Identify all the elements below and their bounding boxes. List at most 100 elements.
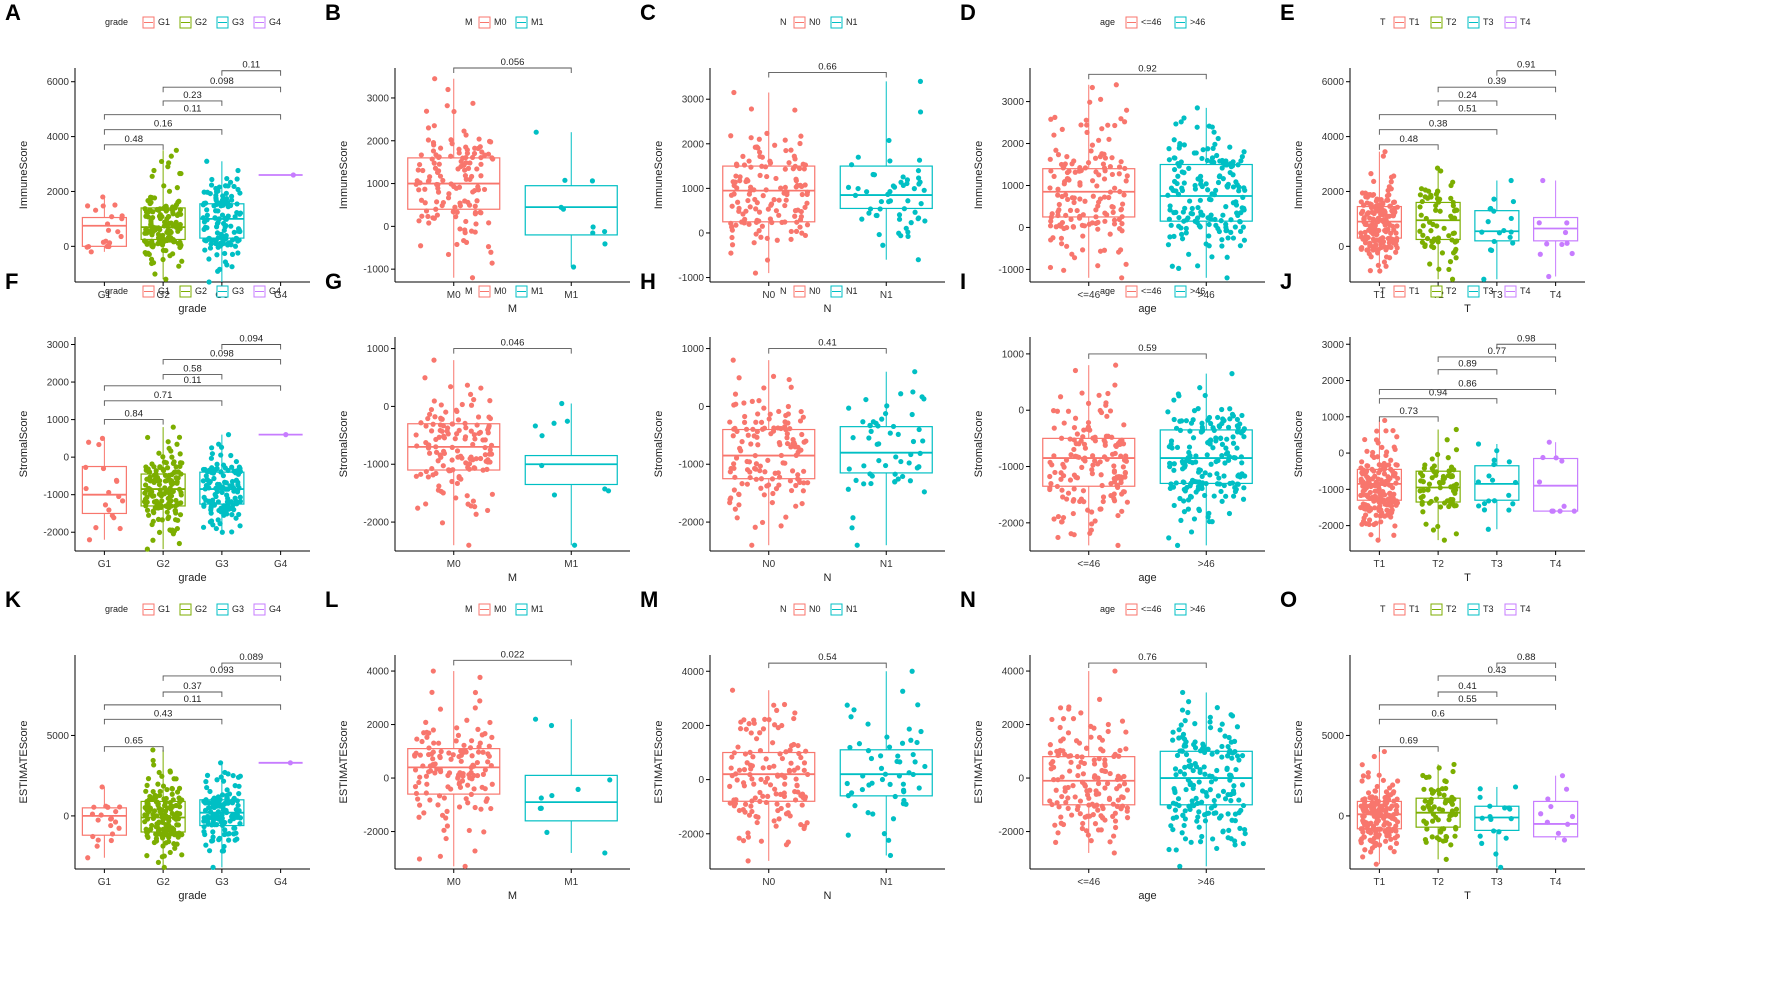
data-point bbox=[856, 741, 863, 747]
data-point bbox=[418, 152, 424, 158]
comparison-bracket: 0.094 bbox=[221, 334, 282, 350]
data-point bbox=[1121, 781, 1128, 787]
data-point bbox=[782, 137, 788, 143]
data-point bbox=[748, 441, 754, 447]
data-point bbox=[1197, 839, 1204, 845]
bracket-line bbox=[1437, 86, 1557, 93]
data-point bbox=[783, 514, 789, 520]
data-point bbox=[469, 154, 476, 161]
data-point bbox=[1239, 753, 1246, 759]
data-point bbox=[737, 726, 744, 732]
data-point bbox=[1496, 230, 1503, 236]
box-T4 bbox=[1533, 439, 1579, 514]
data-point bbox=[166, 834, 172, 840]
data-point bbox=[113, 808, 119, 815]
data-point bbox=[741, 400, 747, 406]
data-point bbox=[1224, 766, 1230, 773]
data-point bbox=[1386, 821, 1393, 827]
data-point bbox=[1101, 768, 1107, 774]
data-point bbox=[220, 848, 227, 854]
data-point bbox=[1217, 435, 1224, 441]
comparison-bracket: 0.6 bbox=[1378, 708, 1498, 725]
data-point bbox=[1382, 464, 1388, 470]
data-point bbox=[1444, 437, 1450, 443]
data-point bbox=[117, 525, 123, 532]
data-point bbox=[147, 194, 154, 200]
data-point bbox=[1368, 849, 1374, 855]
data-point bbox=[1057, 705, 1064, 711]
data-point bbox=[743, 426, 750, 432]
data-point bbox=[778, 523, 784, 529]
data-point bbox=[1166, 804, 1172, 810]
box-G1 bbox=[81, 784, 127, 861]
data-point bbox=[175, 517, 181, 523]
data-point bbox=[460, 773, 466, 779]
data-point bbox=[740, 153, 746, 159]
data-point bbox=[866, 435, 872, 441]
data-point bbox=[1235, 212, 1241, 219]
data-point bbox=[1388, 836, 1394, 842]
data-point bbox=[1451, 503, 1458, 509]
data-point bbox=[1200, 147, 1206, 153]
data-point bbox=[1095, 807, 1101, 813]
data-point bbox=[457, 200, 463, 206]
data-point bbox=[1453, 826, 1459, 832]
data-point bbox=[729, 203, 735, 209]
data-point bbox=[1181, 142, 1187, 148]
data-point bbox=[1071, 158, 1077, 164]
data-point bbox=[1365, 790, 1372, 796]
data-point bbox=[156, 450, 162, 456]
data-point bbox=[539, 433, 545, 439]
data-point bbox=[876, 457, 882, 464]
data-point bbox=[1220, 176, 1226, 182]
data-point bbox=[1477, 833, 1483, 839]
data-point bbox=[166, 188, 173, 194]
data-point bbox=[168, 503, 174, 509]
data-point bbox=[1376, 772, 1382, 778]
data-point bbox=[1441, 537, 1447, 543]
comparison-bracket: 0.51 bbox=[1378, 104, 1557, 120]
data-point bbox=[1066, 168, 1072, 174]
data-point bbox=[1098, 506, 1104, 512]
data-point bbox=[446, 770, 453, 776]
data-point bbox=[1223, 228, 1229, 234]
data-point bbox=[1365, 476, 1371, 482]
panel-letter: H bbox=[640, 269, 656, 294]
data-point bbox=[1493, 851, 1499, 857]
data-point bbox=[177, 224, 183, 231]
data-point bbox=[1369, 466, 1375, 472]
data-point bbox=[794, 182, 800, 189]
data-point bbox=[1090, 462, 1096, 468]
jitter-points bbox=[142, 747, 185, 870]
data-point bbox=[233, 458, 240, 465]
data-point bbox=[1067, 768, 1073, 774]
comparison-bracket: 0.41 bbox=[768, 338, 887, 354]
data-point bbox=[849, 525, 855, 531]
data-point bbox=[1205, 146, 1211, 152]
data-point bbox=[533, 129, 539, 135]
data-point bbox=[453, 185, 459, 191]
data-point bbox=[437, 753, 443, 759]
data-point bbox=[1118, 806, 1124, 812]
data-point bbox=[1421, 786, 1427, 792]
box-T2 bbox=[1415, 165, 1461, 282]
data-point bbox=[788, 236, 794, 242]
data-point bbox=[884, 403, 890, 409]
data-point bbox=[1117, 747, 1123, 754]
data-point bbox=[155, 781, 161, 787]
data-point bbox=[177, 170, 183, 177]
bracket-line bbox=[1378, 129, 1498, 135]
data-point bbox=[119, 216, 125, 222]
legend-label: M0 bbox=[494, 286, 507, 296]
jitter-points bbox=[141, 424, 185, 552]
data-point bbox=[1571, 508, 1577, 514]
data-point bbox=[1223, 221, 1229, 227]
data-point bbox=[105, 804, 111, 810]
data-point bbox=[1075, 772, 1081, 779]
legend-label: M1 bbox=[531, 604, 544, 614]
y-tick-label: 6000 bbox=[47, 77, 70, 88]
data-point bbox=[436, 161, 442, 167]
data-point bbox=[225, 240, 231, 246]
data-point bbox=[477, 698, 483, 704]
data-point bbox=[1112, 382, 1118, 388]
